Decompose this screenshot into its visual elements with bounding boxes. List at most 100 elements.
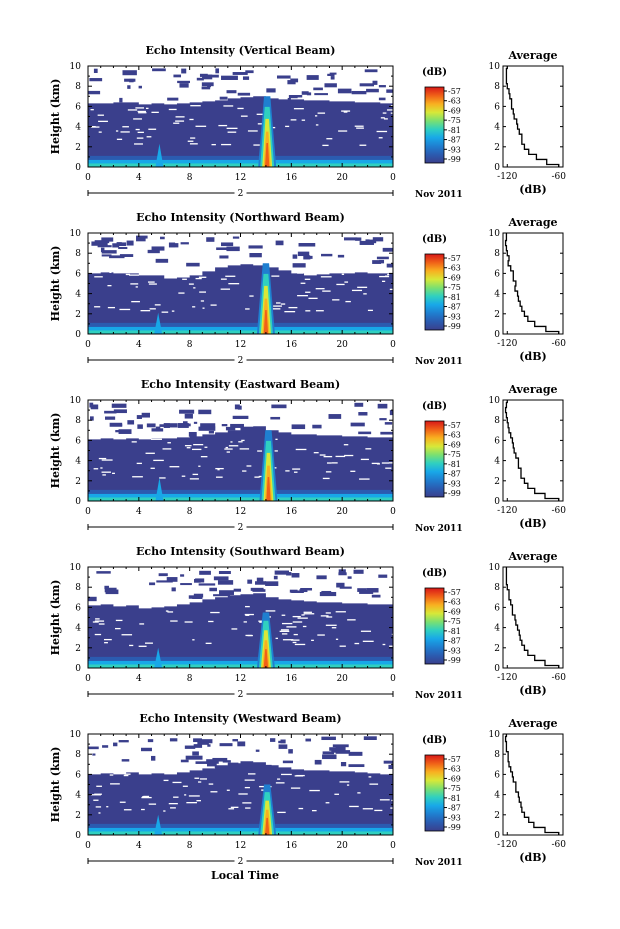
xlabel-local-time: Local Time: [211, 869, 279, 882]
average-frame: [502, 232, 564, 335]
echo-fragment: [209, 587, 217, 592]
echo-fragment: [377, 403, 388, 409]
echo-gap: [277, 778, 281, 780]
average-title: Average: [507, 383, 557, 396]
y-axis-label: Height (km): [49, 246, 62, 322]
echo-gap: [198, 465, 201, 467]
average-frame: [502, 65, 564, 168]
echo-gap: [344, 454, 354, 457]
echo-gap: [297, 617, 308, 619]
x-tick-label: 12: [235, 507, 246, 517]
echo-fragment: [247, 579, 253, 584]
echo-gap: [271, 275, 280, 277]
average-y-tick-label: 8: [494, 750, 500, 760]
month-label: Nov 2011: [415, 357, 463, 367]
y-tick-label: 6: [75, 770, 81, 780]
echo-gap: [208, 783, 214, 785]
y-tick-label: 2: [75, 644, 81, 654]
echo-gap: [130, 283, 139, 285]
echo-gap: [246, 465, 252, 467]
echo-gap: [230, 806, 239, 808]
echo-gap: [390, 104, 402, 107]
x-tick-label: 0: [390, 507, 396, 517]
average-x-tick-label: -120: [497, 840, 517, 850]
echo-gap: [109, 774, 114, 776]
month-label: Nov 2011: [415, 858, 463, 868]
echo-fragment: [121, 759, 130, 762]
echo-gap: [391, 799, 403, 802]
echo-fragment: [152, 68, 166, 72]
echo-gap: [168, 802, 178, 805]
echo-gap: [339, 645, 346, 647]
echo-gap: [239, 448, 250, 450]
echo-gap: [313, 452, 319, 454]
echo-fragment: [215, 68, 220, 74]
echo-fragment: [88, 596, 97, 602]
echo-fragment: [303, 254, 310, 258]
echo-gap: [311, 639, 314, 642]
y-tick-label: 6: [75, 269, 81, 279]
echo-gap: [217, 469, 220, 471]
echo-gap: [345, 300, 351, 303]
echo-gap: [162, 448, 172, 450]
echo-fragment: [270, 738, 276, 742]
convective-cell: [263, 649, 269, 668]
panel-title: Echo Intensity (Southward Beam): [136, 545, 345, 558]
echo-fragment: [301, 91, 309, 95]
echo-gap: [281, 633, 288, 635]
echo-fragment: [386, 89, 393, 93]
echo-fragment: [96, 571, 111, 574]
average-y-tick-label: 4: [494, 123, 500, 133]
echo-gap: [249, 295, 254, 297]
echo-fragment: [391, 764, 393, 768]
echo-fragment: [386, 263, 393, 268]
echo-gap: [94, 620, 105, 622]
echo-gap: [98, 131, 102, 133]
echo-gap: [145, 107, 149, 110]
echo-gap: [196, 800, 201, 802]
echo-gap: [90, 126, 100, 128]
echo-gap: [343, 111, 348, 113]
echo-fragment: [163, 423, 178, 428]
echo-fragment: [249, 253, 262, 258]
echo-gap: [389, 645, 394, 647]
echo-fragment: [280, 739, 286, 744]
echo-gap: [225, 446, 228, 449]
echo-gap: [167, 611, 174, 613]
x-tick-label: 4: [136, 507, 142, 517]
echo-gap: [326, 138, 333, 140]
echo-gap: [143, 795, 150, 798]
echo-gap: [244, 613, 254, 616]
echo-fragment: [219, 96, 228, 100]
boundary-layer-band: [88, 326, 393, 333]
echo-gap: [123, 774, 129, 777]
echo-fragment: [119, 97, 123, 103]
echo-gap: [292, 641, 297, 644]
x-tick-label: 12: [235, 674, 246, 684]
echo-gap: [200, 456, 208, 458]
echo-fragment: [366, 588, 379, 593]
echo-gap: [148, 803, 157, 805]
echo-gap: [332, 299, 340, 301]
echo-gap: [335, 611, 346, 613]
echo-gap: [225, 275, 236, 277]
echo-fragment: [288, 749, 293, 754]
echo-fragment: [359, 83, 375, 87]
x-tick-label: 8: [187, 340, 193, 350]
echo-gap: [247, 130, 258, 132]
x-tick-label: 20: [336, 507, 348, 517]
echo-fragment: [372, 237, 384, 242]
average-y-tick-label: 2: [494, 477, 500, 487]
echo-gap: [280, 629, 289, 631]
echo-gap: [359, 478, 370, 480]
panel-title: Echo Intensity (Vertical Beam): [145, 44, 335, 57]
echo-gap: [138, 112, 147, 114]
echo-gap: [226, 127, 238, 130]
echo-gap: [336, 283, 345, 286]
average-frame: [502, 733, 564, 836]
x-tick-label: 0: [85, 674, 91, 684]
average-title: Average: [507, 717, 557, 730]
colorbar-tick-label: -69: [448, 607, 461, 616]
y-tick-label: 4: [75, 624, 81, 634]
echo-fragment: [180, 574, 185, 577]
